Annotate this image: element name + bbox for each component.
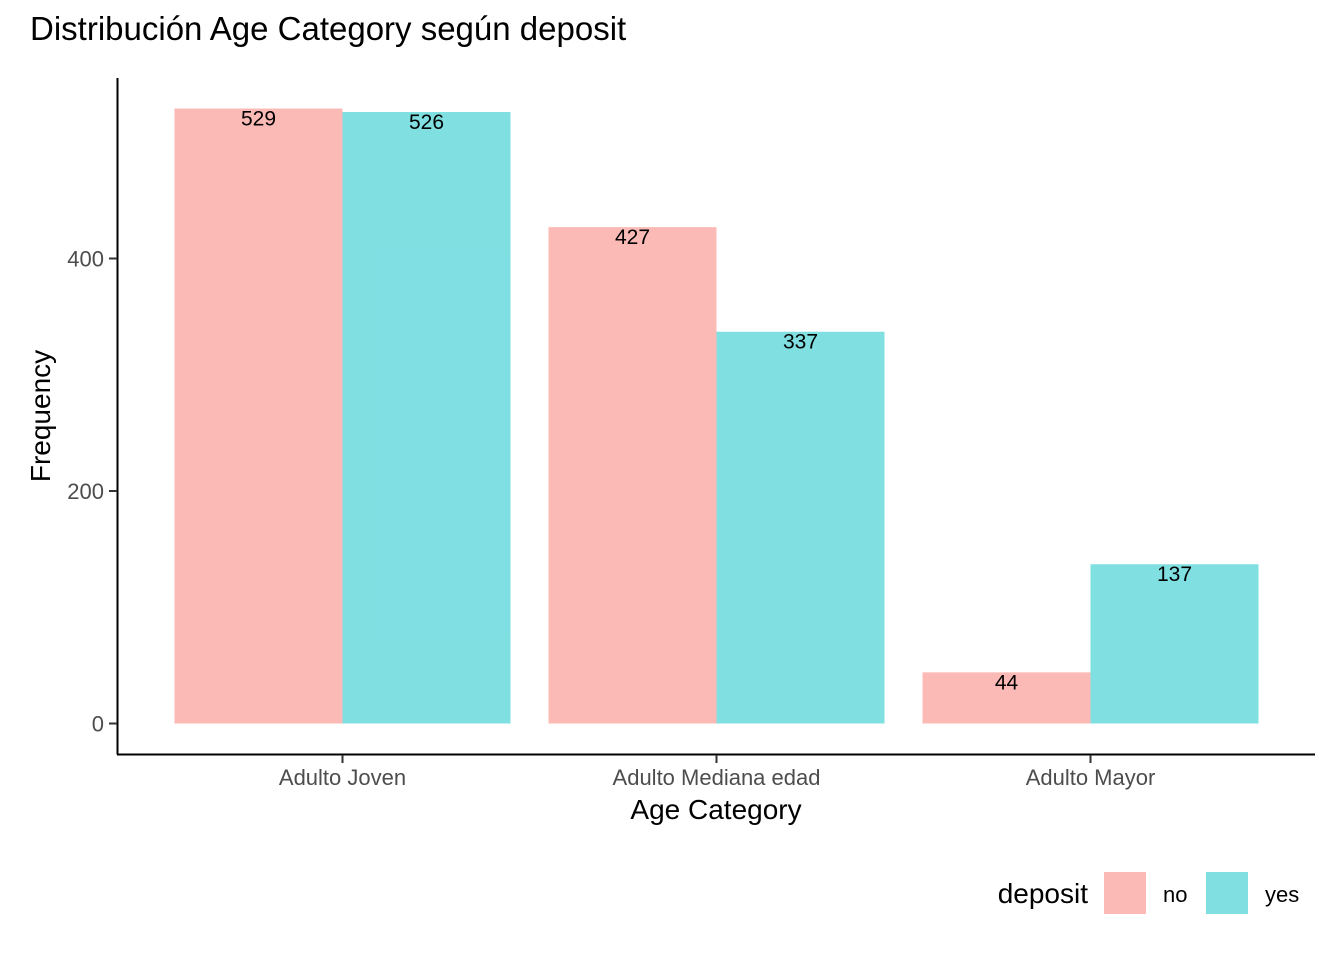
x-ticks-group: Adulto Joven Adulto Mediana edad Adulto Ma… [279, 755, 1155, 790]
x-axis-title: Age Category [630, 794, 801, 825]
y-axis-title: Frequency [25, 350, 56, 482]
bars-group [174, 108, 1259, 724]
legend-label-yes: yes [1265, 882, 1299, 907]
y-tick-label: 0 [92, 712, 104, 737]
x-tick-label: Adulto Joven [279, 765, 406, 790]
legend-label-no: no [1163, 882, 1187, 907]
bar-adulto-joven-no [174, 108, 343, 724]
legend-key-no [1104, 872, 1146, 914]
bar-adulto-mediana-edad-no [548, 227, 717, 724]
y-tick-label: 200 [67, 479, 104, 504]
data-label-adulto-mediana-edad-no: 427 [615, 226, 650, 249]
legend-title: deposit [998, 878, 1089, 909]
legend: deposit no yes [998, 872, 1299, 914]
bar-adulto-mayor-no [922, 672, 1091, 724]
y-ticks-group: 0 200 400 [67, 247, 117, 737]
data-label-adulto-mayor-no: 44 [995, 671, 1019, 694]
data-label-adulto-joven-no: 529 [241, 108, 276, 131]
y-tick-label: 400 [67, 247, 104, 272]
legend-items: no yes [1104, 872, 1299, 914]
legend-key-yes [1206, 872, 1248, 914]
chart-title: Distribución Age Category según deposit [30, 10, 626, 47]
bar-adulto-mediana-edad-yes [716, 331, 885, 724]
data-label-adulto-mayor-yes: 137 [1157, 563, 1192, 586]
x-tick-label: Adulto Mayor [1026, 765, 1156, 790]
data-label-adulto-joven-yes: 526 [409, 111, 444, 134]
x-tick-label: Adulto Mediana edad [613, 765, 821, 790]
bar-adulto-mayor-yes [1090, 564, 1259, 724]
data-label-adulto-mediana-edad-yes: 337 [783, 331, 818, 354]
bar-adulto-joven-yes [342, 112, 511, 724]
data-labels-group: 529 526 427 337 44 137 [241, 108, 1192, 695]
